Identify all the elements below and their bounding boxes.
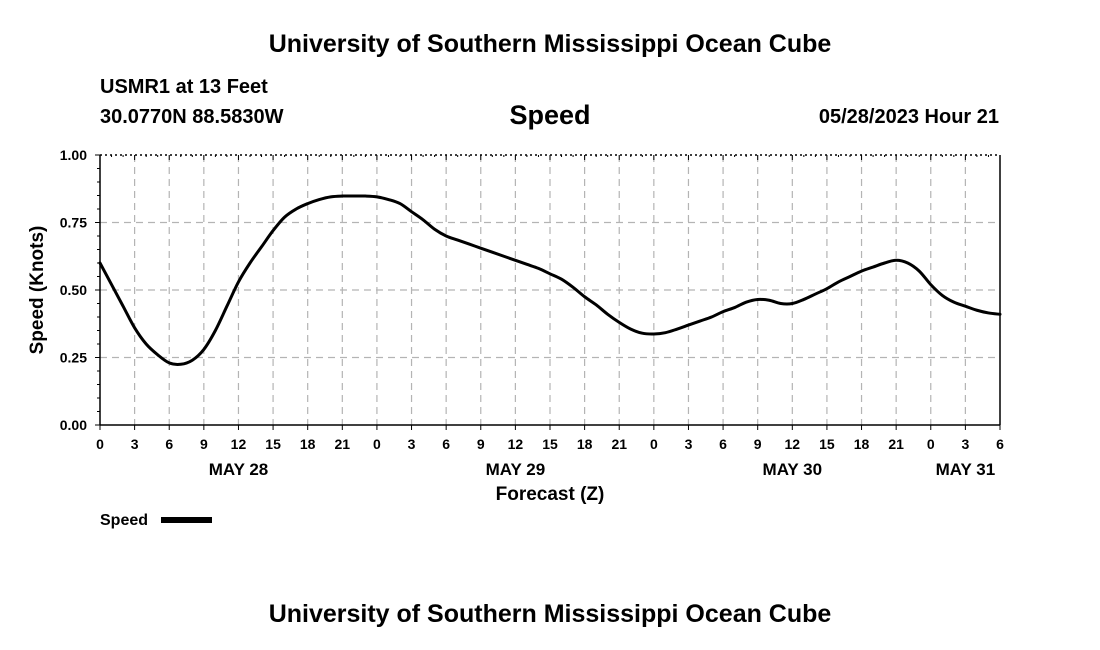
legend-label-speed: Speed (100, 512, 148, 529)
x-tick-label: 12 (231, 436, 247, 452)
chart-title-top: University of Southern Mississippi Ocean… (268, 30, 832, 58)
x-tick-label: 21 (888, 436, 904, 452)
x-tick-label: 6 (719, 436, 727, 452)
date-label: MAY 28 (209, 460, 269, 479)
x-tick-label: 15 (265, 436, 281, 452)
x-tick-label: 21 (611, 436, 627, 452)
coordinates-label: 30.0770N 88.5830W (100, 106, 284, 128)
x-tick-label: 3 (685, 436, 693, 452)
x-tick-label: 18 (577, 436, 593, 452)
series-line-speed (98, 194, 1002, 366)
y-tick-label: 0.50 (60, 282, 87, 298)
x-tick-label: 0 (96, 436, 104, 452)
y-tick-label: 0.00 (60, 417, 87, 433)
x-tick-label: 6 (996, 436, 1004, 452)
x-tick-label: 18 (300, 436, 316, 452)
x-tick-label: 0 (650, 436, 658, 452)
x-tick-label: 3 (131, 436, 139, 452)
date-label: MAY 31 (936, 460, 996, 479)
x-tick-label: 3 (961, 436, 969, 452)
x-tick-label: 0 (927, 436, 935, 452)
y-tick-label: 1.00 (60, 147, 87, 163)
x-tick-label: 12 (785, 436, 801, 452)
axis-ticks: 0 3 6 9 12 15 18 21 0 3 6 9 12 15 18 21 0 3 6 9 12 15 18 21 0 3 6 0… (60, 147, 1004, 479)
y-tick-label: 0.25 (60, 350, 87, 366)
x-tick-label: 21 (335, 436, 351, 452)
x-axis-label: Forecast (Z) (496, 484, 605, 505)
x-tick-label: 12 (508, 436, 524, 452)
date-label: MAY 30 (763, 460, 823, 479)
y-axis-label: Speed (Knots) (27, 226, 48, 355)
x-tick-label: 3 (408, 436, 416, 452)
datetime-label: 05/28/2023 Hour 21 (818, 106, 999, 128)
legend-swatch-speed (161, 517, 212, 523)
chart-title-bottom: University of Southern Mississippi Ocean… (268, 600, 832, 628)
x-tick-label: 15 (819, 436, 835, 452)
x-tick-label: 9 (200, 436, 208, 452)
y-tick-label: 0.75 (60, 215, 87, 231)
x-tick-label: 6 (165, 436, 173, 452)
x-tick-label: 9 (754, 436, 762, 452)
date-label: MAY 29 (486, 460, 546, 479)
grid (100, 155, 1000, 425)
x-tick-label: 18 (854, 436, 870, 452)
x-tick-label: 15 (542, 436, 558, 452)
station-label: USMR1 at 13 Feet (100, 76, 268, 98)
variable-title: Speed (509, 100, 591, 130)
x-tick-label: 0 (373, 436, 381, 452)
x-tick-label: 9 (477, 436, 485, 452)
x-tick-label: 6 (442, 436, 450, 452)
